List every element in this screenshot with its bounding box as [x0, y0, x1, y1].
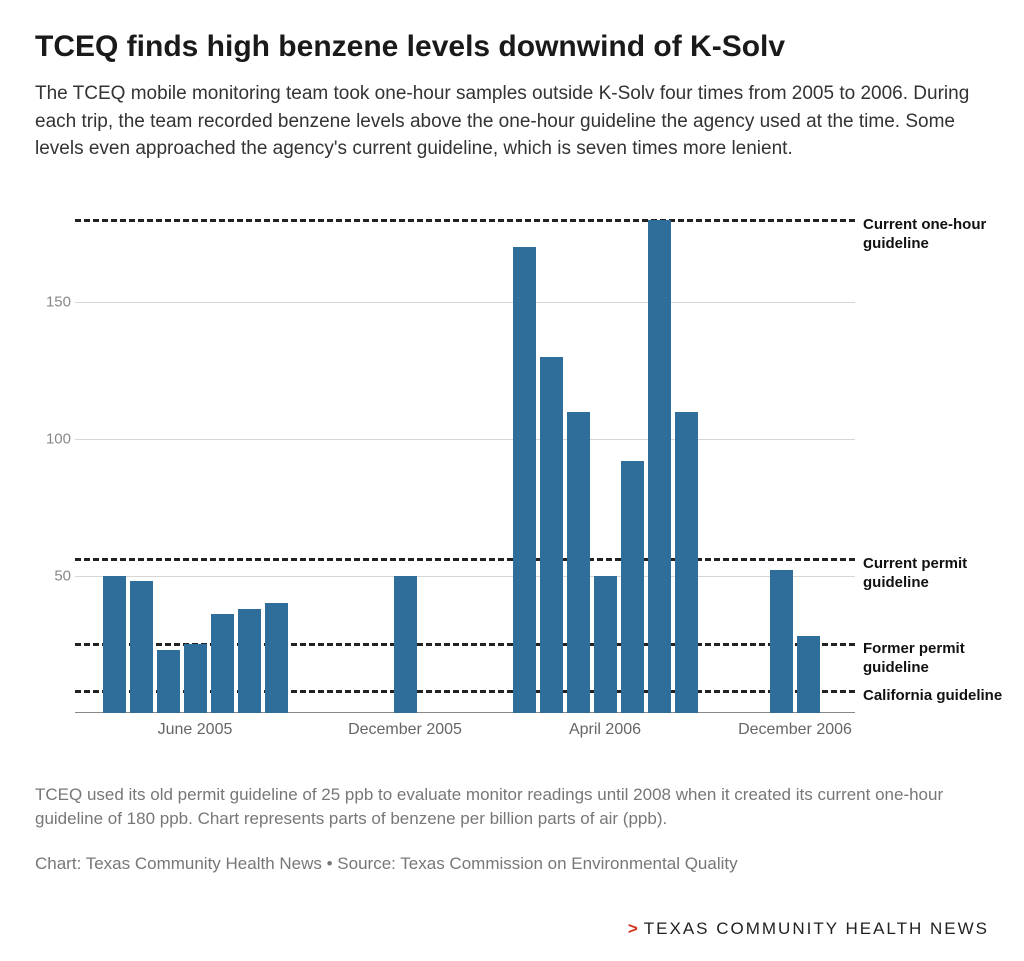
brand-text: TEXAS COMMUNITY HEALTH NEWS	[644, 919, 989, 938]
bar-group	[103, 576, 288, 713]
chart-area: 50100150Current one-hour guidelineCurren…	[35, 193, 989, 743]
bar	[770, 570, 793, 712]
bar	[648, 220, 671, 713]
reference-label: Current permit guideline	[863, 555, 1023, 593]
bar	[157, 650, 180, 713]
chart-credit: Chart: Texas Community Health News • Sou…	[35, 854, 989, 874]
gridline	[75, 302, 855, 303]
bar-group	[513, 220, 698, 713]
bar	[797, 636, 820, 713]
reference-label: California guideline	[863, 687, 1023, 706]
bar-group	[394, 576, 417, 713]
bar	[238, 609, 261, 713]
bar	[621, 461, 644, 713]
bar	[540, 357, 563, 713]
chart-footnote: TCEQ used its old permit guideline of 25…	[35, 783, 985, 832]
gridline	[75, 439, 855, 440]
x-axis-label: June 2005	[158, 721, 233, 739]
reference-line	[75, 558, 855, 561]
bar	[130, 581, 153, 712]
bar-group	[770, 570, 820, 712]
bar	[265, 603, 288, 712]
x-axis-label: April 2006	[569, 721, 641, 739]
x-axis-label: December 2006	[738, 721, 852, 739]
bar	[184, 644, 207, 712]
y-tick-label: 150	[46, 294, 71, 311]
chevron-icon: >	[628, 919, 640, 938]
reference-label: Current one-hour guideline	[863, 216, 1023, 254]
bar	[394, 576, 417, 713]
bar	[211, 614, 234, 713]
bar	[103, 576, 126, 713]
reference-line	[75, 219, 855, 222]
chart-subtitle: The TCEQ mobile monitoring team took one…	[35, 80, 985, 163]
chart-title: TCEQ finds high benzene levels downwind …	[35, 30, 989, 64]
brand-line: >TEXAS COMMUNITY HEALTH NEWS	[35, 919, 989, 939]
x-axis-label: December 2005	[348, 721, 462, 739]
y-tick-label: 100	[46, 430, 71, 447]
reference-label: Former permit guideline	[863, 640, 1023, 678]
bar	[594, 576, 617, 713]
y-tick-label: 50	[54, 567, 71, 584]
bar	[675, 412, 698, 713]
bar	[567, 412, 590, 713]
bar	[513, 247, 536, 712]
